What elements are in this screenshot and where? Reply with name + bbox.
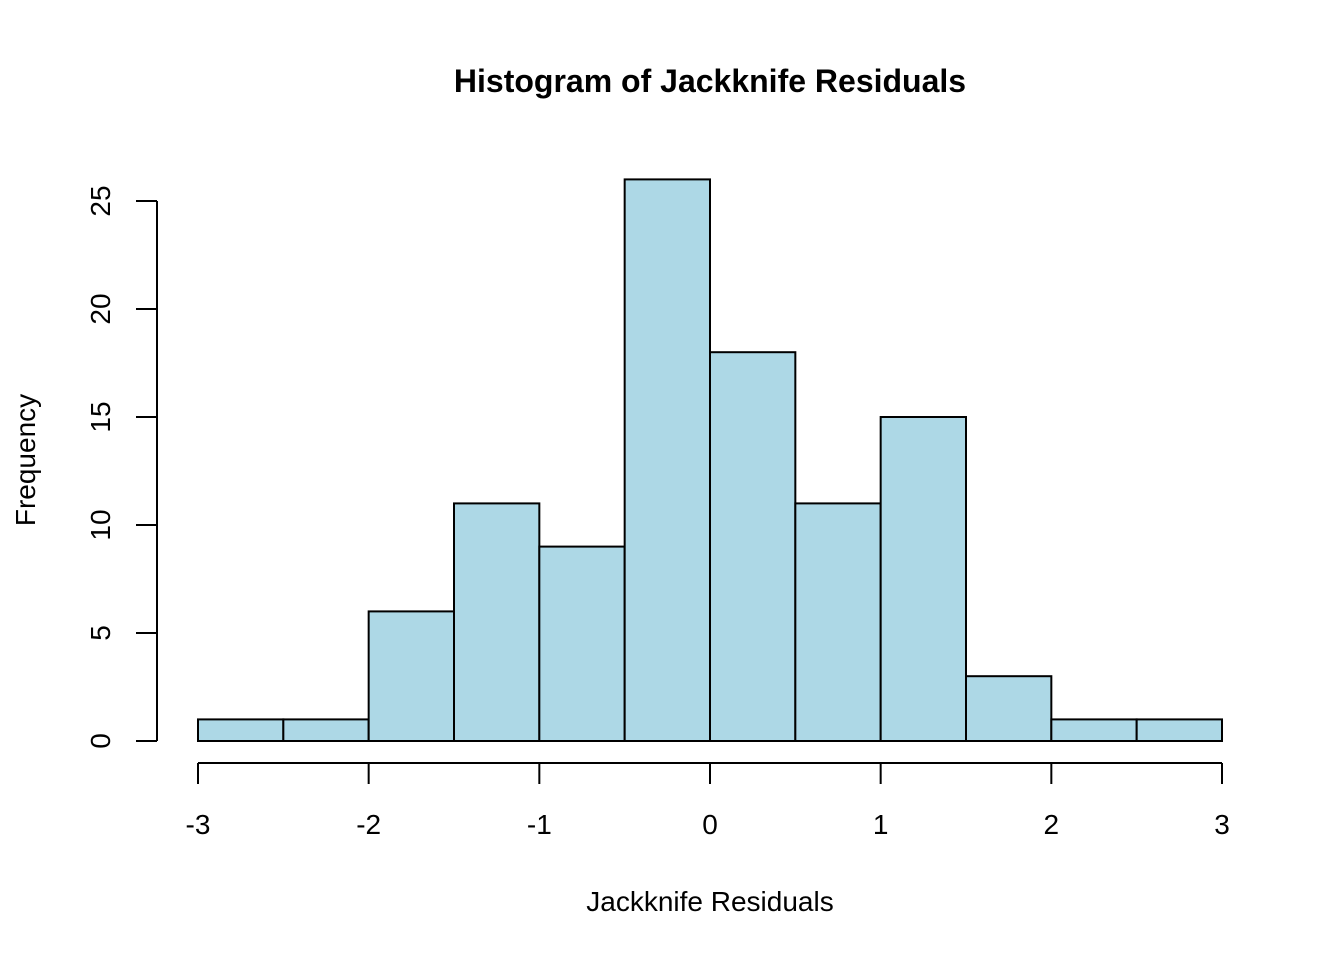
y-tick-label: 25 bbox=[85, 185, 116, 216]
histogram-bar bbox=[1050, 718, 1138, 743]
histogram-bar bbox=[538, 545, 626, 742]
x-tick-label: 0 bbox=[702, 809, 718, 840]
x-axis: -3 -2 -1 0 1 2 3 bbox=[186, 762, 1230, 840]
x-axis-title: Jackknife Residuals bbox=[586, 886, 833, 917]
y-tick-label: 10 bbox=[85, 509, 116, 540]
y-tick-label: 5 bbox=[85, 625, 116, 641]
histogram-bar bbox=[282, 718, 370, 743]
x-tick-label: 1 bbox=[873, 809, 889, 840]
histogram-bar bbox=[1135, 718, 1223, 743]
histogram-bar bbox=[794, 502, 882, 742]
y-tick-label: 0 bbox=[85, 733, 116, 749]
chart-title: Histogram of Jackknife Residuals bbox=[454, 63, 966, 99]
histogram-bar bbox=[623, 178, 712, 742]
x-tick-label: 3 bbox=[1214, 809, 1230, 840]
histogram-bar bbox=[367, 610, 455, 743]
x-tick-label: -1 bbox=[527, 809, 552, 840]
histogram-bar bbox=[709, 351, 797, 742]
y-axis-title: Frequency bbox=[10, 394, 41, 526]
histogram-bar bbox=[965, 675, 1053, 743]
y-tick-label: 15 bbox=[85, 401, 116, 432]
histogram-bar bbox=[879, 416, 968, 742]
y-axis: 0 5 10 15 20 25 bbox=[85, 185, 158, 749]
x-tick-label: 2 bbox=[1044, 809, 1060, 840]
x-tick-label: -2 bbox=[356, 809, 381, 840]
x-tick-label: -3 bbox=[186, 809, 211, 840]
histogram-bar bbox=[453, 502, 541, 742]
histogram-bar bbox=[197, 718, 285, 743]
bars-layer bbox=[197, 178, 1223, 743]
y-tick-label: 20 bbox=[85, 293, 116, 324]
